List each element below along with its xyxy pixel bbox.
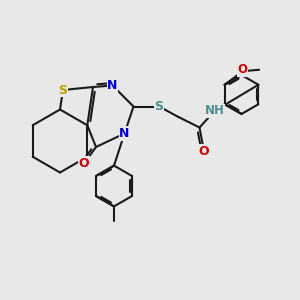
Text: O: O	[79, 157, 89, 170]
Text: O: O	[199, 145, 209, 158]
Text: O: O	[238, 63, 248, 76]
Text: N: N	[107, 79, 118, 92]
Text: N: N	[119, 127, 130, 140]
Text: NH: NH	[205, 104, 224, 118]
Text: S: S	[58, 83, 68, 97]
Text: S: S	[154, 100, 164, 113]
